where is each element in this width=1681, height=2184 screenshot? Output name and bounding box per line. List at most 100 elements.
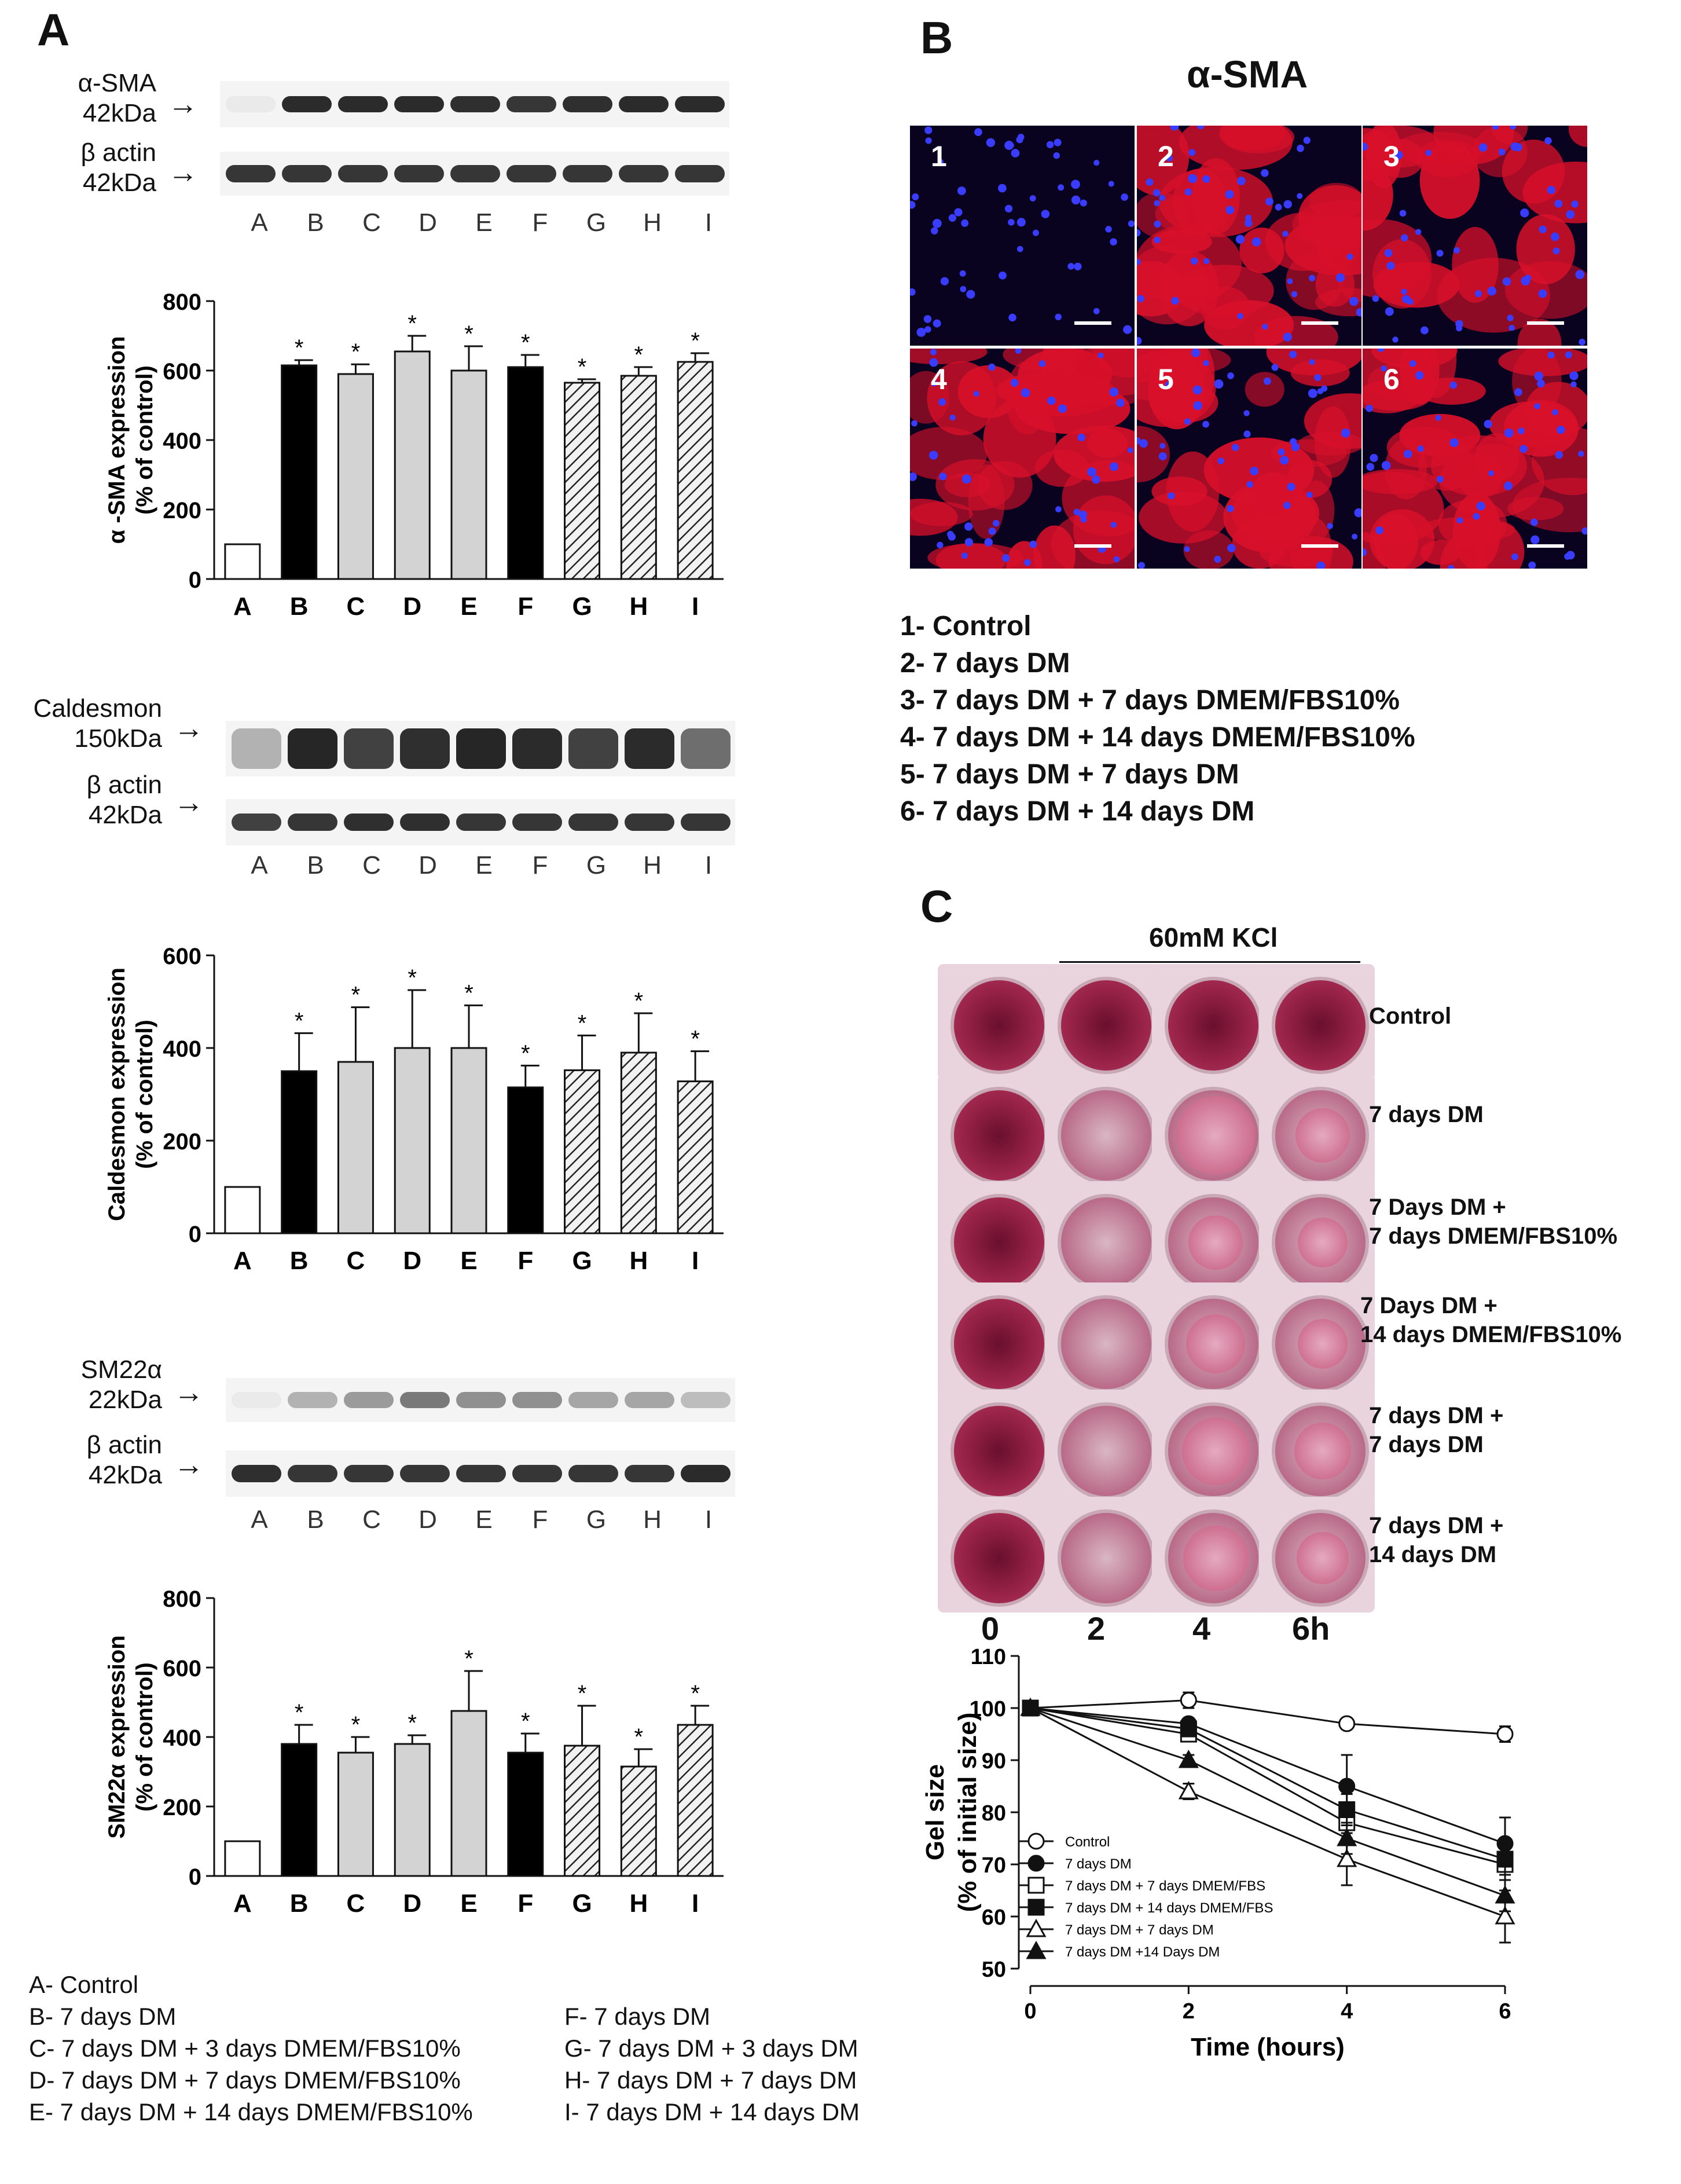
- nucleus: [1283, 501, 1291, 510]
- y-tick-label: 0: [189, 567, 201, 593]
- nucleus: [1165, 154, 1173, 162]
- data-point: [1178, 1749, 1199, 1768]
- bar: [224, 1186, 261, 1234]
- kcl-bracket-line: [1059, 961, 1360, 963]
- gel-disc: [1272, 1509, 1369, 1607]
- nucleus: [998, 184, 1007, 193]
- data-point: [1495, 1905, 1515, 1925]
- contracted-gel: [1298, 1218, 1348, 1267]
- micrograph-1: 1: [909, 124, 1136, 347]
- blot1-loading-size: 42kDa: [82, 168, 156, 197]
- nucleus: [1366, 463, 1375, 471]
- gel-well: [1259, 1497, 1375, 1613]
- panel-b-title: α-SMA: [1187, 53, 1308, 96]
- nucleus: [1487, 286, 1497, 296]
- blot-band: [625, 813, 674, 831]
- gel-well: [938, 964, 1054, 1080]
- nucleus: [916, 327, 926, 337]
- gel-disc: [950, 977, 1048, 1074]
- nucleus: [1214, 379, 1224, 389]
- blot-band: [338, 165, 388, 182]
- data-point: [1180, 1720, 1197, 1738]
- lane-label: A: [251, 851, 268, 880]
- nucleus: [1569, 371, 1579, 380]
- blot-band: [288, 1465, 337, 1482]
- nucleus: [930, 349, 937, 356]
- nucleus: [1525, 274, 1532, 281]
- bar: [677, 1724, 714, 1877]
- nucleus: [1552, 247, 1560, 255]
- legend-item: C- 7 days DM + 3 days DMEM/FBS10%: [29, 2035, 461, 2062]
- nucleus: [928, 450, 938, 460]
- arrow-icon: →: [174, 712, 204, 745]
- nucleus: [1575, 270, 1585, 280]
- nucleus: [1190, 257, 1198, 265]
- nucleus: [1363, 142, 1368, 151]
- y-axis-label: α -SMA expression (% of control): [104, 336, 157, 544]
- blot2-target-size: 150kDa: [74, 724, 162, 753]
- nucleus: [948, 214, 957, 222]
- nucleus: [1021, 388, 1030, 398]
- blot-band: [456, 1465, 506, 1482]
- nucleus: [1137, 259, 1141, 265]
- nucleus: [1488, 470, 1495, 477]
- nucleus: [1520, 208, 1529, 218]
- nucleus: [1137, 295, 1144, 303]
- nucleus: [1080, 199, 1087, 207]
- nucleus: [1392, 336, 1399, 343]
- nucleus: [1341, 428, 1350, 438]
- nucleus: [1250, 467, 1259, 475]
- blot3-target-band-strip: [226, 1378, 735, 1422]
- nucleus: [1227, 544, 1236, 552]
- y-axis-label-line: (% of initial size): [953, 1713, 982, 1912]
- y-tick-label: 600: [163, 359, 201, 384]
- legend-item: B- 7 days DM: [29, 2003, 177, 2030]
- x-category-label: H: [629, 1889, 648, 1918]
- lane-label: D: [419, 208, 437, 237]
- nucleus: [940, 277, 949, 285]
- nucleus: [1502, 277, 1511, 286]
- nucleus: [1217, 457, 1224, 464]
- lane-label: B: [307, 1505, 324, 1534]
- nucleus: [1316, 561, 1326, 569]
- blot2-target-band-strip: [226, 721, 735, 776]
- nucleus: [1436, 475, 1444, 483]
- micrograph-2: 2: [1136, 124, 1363, 347]
- blot2-actin-band-strip: [226, 799, 735, 845]
- lane-label: D: [419, 851, 437, 880]
- blot-band: [681, 728, 731, 769]
- significance-star: *: [351, 1712, 361, 1738]
- data-point: [1180, 1692, 1197, 1709]
- nucleus: [1581, 527, 1587, 535]
- significance-star: *: [408, 965, 417, 991]
- contracted-gel: [1183, 1525, 1249, 1591]
- nucleus: [1555, 450, 1563, 459]
- x-tick-label: 6: [1499, 1999, 1511, 2024]
- gel-disc: [950, 1194, 1048, 1291]
- nucleus: [1245, 214, 1252, 222]
- bar: [507, 1086, 544, 1234]
- nucleus: [1227, 372, 1234, 379]
- nucleus: [924, 326, 931, 333]
- nucleus: [1566, 210, 1575, 219]
- series-line: [1030, 1707, 1506, 1897]
- significance-star: *: [578, 354, 587, 380]
- nucleus: [1420, 326, 1429, 335]
- lane-label: C: [362, 851, 381, 880]
- nucleus: [1280, 456, 1289, 465]
- nucleus: [1137, 437, 1141, 445]
- nucleus: [1377, 349, 1385, 353]
- nucleus: [1116, 398, 1125, 408]
- micrograph-render: [1137, 126, 1361, 346]
- blot-band: [619, 165, 669, 182]
- nucleus: [1547, 185, 1555, 195]
- nucleus: [1571, 200, 1579, 208]
- blot-band: [456, 728, 506, 769]
- nucleus: [1456, 517, 1463, 524]
- contracted-gel: [1186, 1314, 1245, 1373]
- micrograph-6: 6: [1361, 347, 1588, 570]
- y-axis-label-line: SM22α expression: [104, 1635, 130, 1838]
- nucleus: [1058, 184, 1065, 191]
- significance-star: *: [464, 1646, 474, 1672]
